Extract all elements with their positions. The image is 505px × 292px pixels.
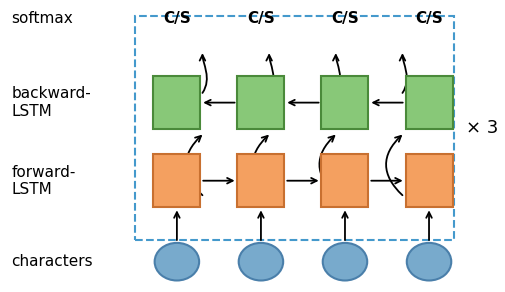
FancyBboxPatch shape xyxy=(405,76,451,129)
FancyBboxPatch shape xyxy=(321,154,368,207)
Text: C/S: C/S xyxy=(414,11,442,26)
FancyArrowPatch shape xyxy=(252,136,269,195)
Text: characters: characters xyxy=(11,254,93,269)
FancyArrowPatch shape xyxy=(319,136,335,195)
Text: C/S: C/S xyxy=(330,11,358,26)
FancyArrowPatch shape xyxy=(186,136,202,195)
Text: backward-
LSTM: backward- LSTM xyxy=(11,86,91,119)
FancyArrowPatch shape xyxy=(332,55,339,93)
Text: × 3: × 3 xyxy=(465,119,497,137)
Text: softmax: softmax xyxy=(11,11,73,26)
FancyBboxPatch shape xyxy=(321,76,368,129)
FancyArrowPatch shape xyxy=(385,136,401,195)
Ellipse shape xyxy=(406,243,450,281)
Ellipse shape xyxy=(238,243,283,281)
FancyArrowPatch shape xyxy=(399,55,406,93)
Ellipse shape xyxy=(155,243,199,281)
Ellipse shape xyxy=(322,243,367,281)
FancyBboxPatch shape xyxy=(153,76,200,129)
FancyBboxPatch shape xyxy=(405,154,451,207)
FancyBboxPatch shape xyxy=(237,76,284,129)
FancyArrowPatch shape xyxy=(266,55,273,93)
Text: forward-
LSTM: forward- LSTM xyxy=(11,164,76,197)
FancyArrowPatch shape xyxy=(199,55,207,93)
FancyBboxPatch shape xyxy=(237,154,284,207)
FancyBboxPatch shape xyxy=(153,154,200,207)
Text: C/S: C/S xyxy=(246,11,274,26)
Text: C/S: C/S xyxy=(163,11,190,26)
